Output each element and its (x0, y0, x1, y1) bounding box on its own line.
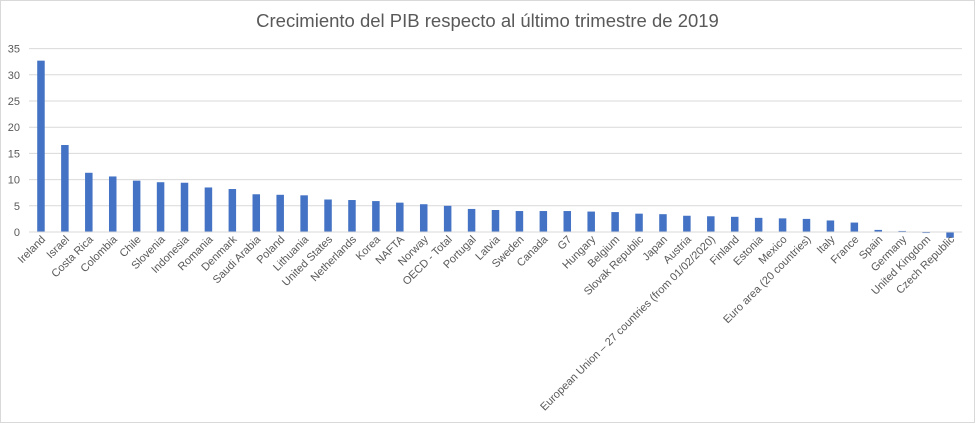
bar (778, 218, 787, 232)
chart-title: Crecimiento del PIB respecto al último t… (256, 10, 719, 31)
y-tick-label: 35 (8, 44, 20, 56)
bar (802, 218, 811, 232)
bar (467, 208, 476, 232)
bar (683, 215, 691, 232)
y-tick-label: 20 (8, 122, 20, 134)
bar (61, 145, 69, 232)
bar (922, 232, 930, 234)
bar (85, 172, 93, 232)
bar (515, 211, 524, 232)
bar (180, 182, 189, 232)
y-axis-tick-labels: 0 5 10 15 20 25 30 35 (8, 44, 20, 239)
bar (587, 211, 595, 232)
bar (372, 201, 380, 232)
bar (898, 230, 906, 232)
bar (228, 189, 237, 232)
bar (396, 202, 404, 232)
y-tick-label: 30 (8, 70, 20, 82)
y-tick-label: 0 (14, 227, 20, 239)
bar (707, 216, 715, 232)
gridlines (29, 48, 962, 207)
bar (730, 216, 739, 232)
bar (204, 187, 213, 232)
y-tick-label: 15 (8, 148, 20, 160)
bar (659, 214, 667, 232)
y-tick-label: 5 (14, 201, 20, 213)
bar (826, 220, 835, 232)
bar (635, 213, 643, 232)
bar (300, 195, 308, 232)
bar (754, 217, 763, 232)
bar (611, 212, 619, 232)
y-tick-label: 10 (8, 175, 20, 187)
bar (491, 209, 500, 232)
bar (443, 205, 452, 232)
bar (156, 182, 165, 232)
x-tick-label: Ireland (16, 234, 48, 266)
bar (132, 180, 141, 232)
bar (539, 211, 548, 232)
bar (946, 232, 954, 238)
bar (324, 199, 332, 232)
x-tick-label: G7 (556, 234, 575, 253)
bar (850, 222, 859, 232)
bar (563, 211, 572, 232)
bar (108, 176, 117, 232)
bar (874, 229, 883, 232)
bar (37, 60, 45, 232)
y-tick-label: 25 (8, 96, 20, 108)
bar (276, 194, 284, 232)
bar (348, 200, 356, 232)
bar (419, 204, 428, 232)
bars (37, 60, 954, 238)
bar (252, 194, 261, 232)
